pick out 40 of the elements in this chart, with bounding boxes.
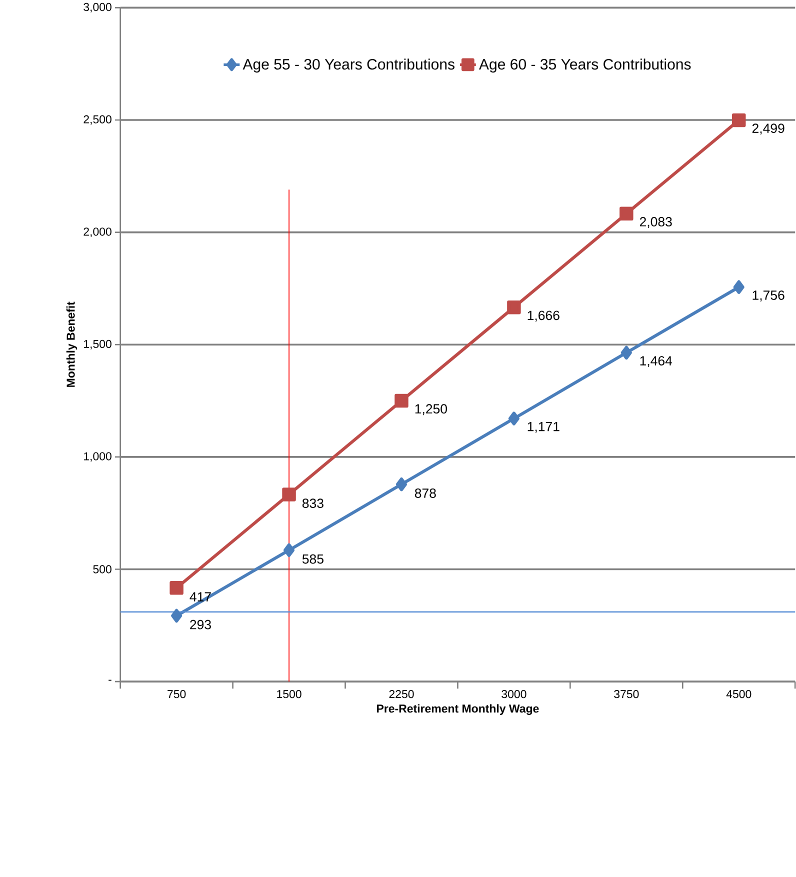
point <box>283 543 295 558</box>
point <box>170 581 184 595</box>
point <box>733 280 744 294</box>
y-tick-label: - <box>108 680 112 681</box>
legend-label: Age 60 - 35 Years Contributions <box>479 58 691 73</box>
data-label: 1,171 <box>528 422 560 433</box>
x-tick-label: 4500 <box>726 690 752 698</box>
point <box>508 412 520 426</box>
y-axis-title: Monthly Benefit <box>66 302 78 387</box>
point <box>396 477 408 492</box>
data-label: 585 <box>302 554 324 564</box>
x-tick-label: 3750 <box>614 690 639 698</box>
x-tick-label: 2250 <box>389 690 414 698</box>
point <box>394 394 408 408</box>
point <box>620 346 632 360</box>
data-label: 293 <box>190 620 211 630</box>
point <box>171 608 182 623</box>
data-label: 1,756 <box>752 290 784 302</box>
data-label: 2,083 <box>640 217 672 228</box>
legend-label: Age 55 - 30 Years Contributions <box>242 58 454 73</box>
data-label: 833 <box>302 498 324 508</box>
y-tick-label: 1,500 <box>84 340 112 350</box>
data-label: 878 <box>414 488 436 498</box>
y-tick-label: 1,000 <box>84 452 112 462</box>
x-tick-label: 1500 <box>277 690 302 698</box>
y-tick-label: 2,000 <box>84 228 112 238</box>
x-tick-label: 3000 <box>502 690 526 698</box>
point <box>620 206 634 221</box>
x-axis-title: Pre-Retirement Monthly Wage <box>377 704 539 715</box>
data-label: 2,499 <box>752 124 784 135</box>
y-tick-label: 2,500 <box>84 115 112 125</box>
data-label: 1,464 <box>640 356 672 368</box>
data-label: 1,250 <box>415 404 447 416</box>
y-tick-label: 3,000 <box>84 2 112 12</box>
x-tick-label: 750 <box>168 690 186 698</box>
y-tick-label: 500 <box>93 565 112 574</box>
point <box>507 300 521 314</box>
point <box>732 113 746 128</box>
point <box>282 488 296 502</box>
data-label: 1,666 <box>528 310 560 322</box>
